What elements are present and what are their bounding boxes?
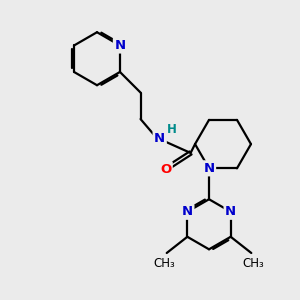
Text: H: H (167, 124, 177, 136)
Text: CH₃: CH₃ (243, 256, 265, 269)
Text: N: N (203, 162, 214, 175)
Text: O: O (160, 163, 171, 176)
Text: N: N (225, 205, 236, 218)
Text: N: N (182, 205, 193, 218)
Text: CH₃: CH₃ (154, 256, 175, 269)
Text: N: N (114, 39, 125, 52)
Text: N: N (154, 132, 165, 145)
